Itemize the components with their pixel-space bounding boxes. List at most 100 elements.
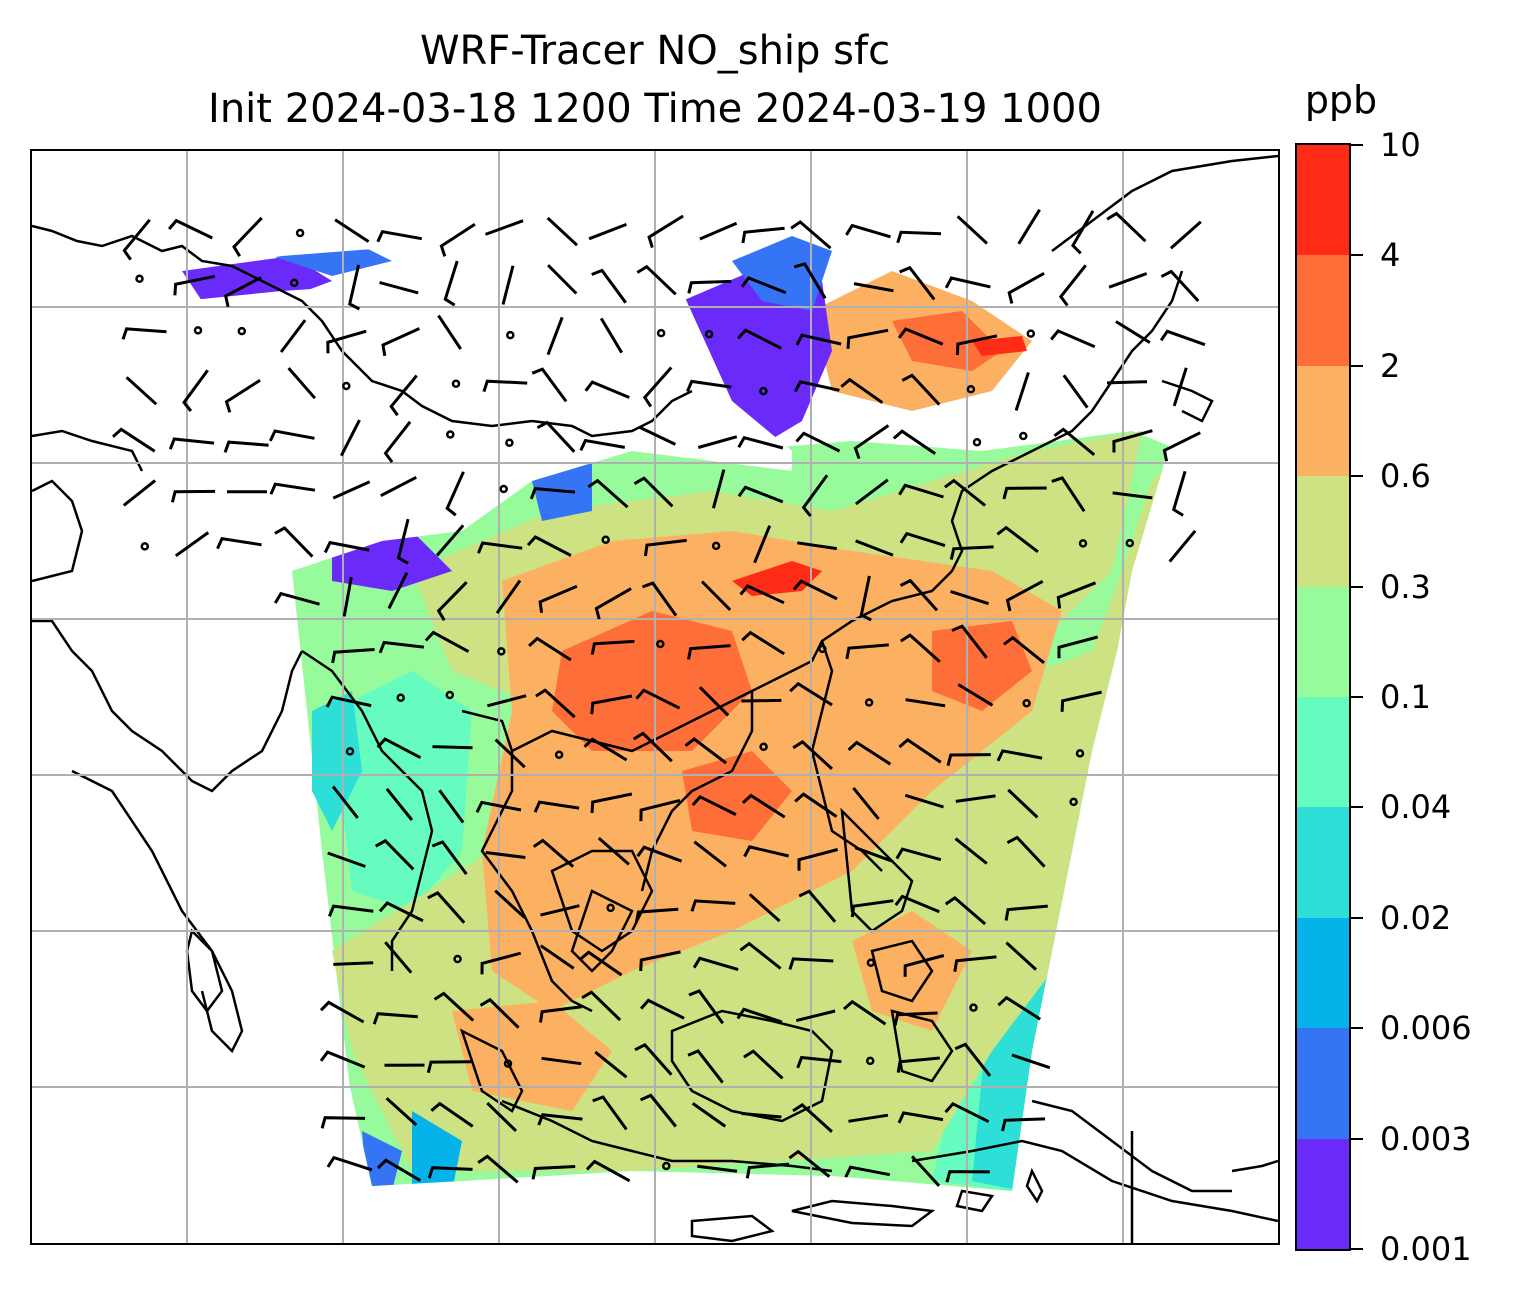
wind-barb xyxy=(697,1164,738,1173)
wind-barb xyxy=(639,998,685,1020)
calm-wind-marker xyxy=(345,747,355,756)
wind-barb xyxy=(896,230,942,244)
calm-wind-marker xyxy=(969,1003,978,1012)
wind-barb xyxy=(334,218,370,243)
wind-barb xyxy=(1056,581,1097,609)
wind-barb xyxy=(639,798,681,822)
colorbar-tick-mark xyxy=(1351,364,1363,367)
wind-barbs xyxy=(112,208,1206,1187)
wind-barb xyxy=(475,800,522,813)
wind-barb xyxy=(736,1007,783,1024)
colorbar-tick-label: 4 xyxy=(1380,236,1401,275)
wind-barb xyxy=(1162,431,1201,462)
wind-barb xyxy=(125,376,158,406)
wind-barb xyxy=(632,731,673,763)
wind-barb xyxy=(1060,690,1102,712)
wind-barb xyxy=(951,624,988,659)
wind-barb xyxy=(956,215,989,245)
wind-barb xyxy=(954,1042,992,1077)
wind-barb xyxy=(634,907,679,924)
wind-barb xyxy=(748,893,781,923)
wind-barb xyxy=(536,420,576,453)
wind-barb xyxy=(687,1049,724,1084)
wind-barb xyxy=(850,899,894,918)
wind-barb xyxy=(122,218,151,261)
no-ship-concentration-field xyxy=(112,229,1217,1191)
wind-barb xyxy=(480,951,522,975)
wind-barb xyxy=(790,220,832,250)
wind-barb xyxy=(944,478,987,507)
wind-barb xyxy=(789,681,833,707)
wind-barb xyxy=(944,1101,990,1124)
wind-barb xyxy=(540,904,580,917)
wind-barb xyxy=(687,644,731,660)
wind-barb xyxy=(579,438,626,452)
calm-wind-marker xyxy=(295,228,305,238)
wind-barb xyxy=(323,540,370,554)
wind-barb xyxy=(844,1165,891,1178)
wind-barb xyxy=(690,899,736,912)
wind-barb xyxy=(537,1113,583,1126)
calm-wind-marker xyxy=(656,328,666,338)
colorbar-segment xyxy=(1297,1137,1349,1249)
calm-wind-marker xyxy=(1125,538,1135,548)
wind-barb xyxy=(581,990,622,1022)
wind-barb xyxy=(795,1009,836,1023)
wind-barb xyxy=(739,584,785,605)
wind-barb xyxy=(1014,372,1030,411)
wind-barb xyxy=(216,536,262,550)
wind-barb xyxy=(279,319,307,353)
wind-barb xyxy=(531,367,568,403)
calm-wind-marker xyxy=(505,438,514,447)
calm-wind-marker xyxy=(1022,699,1031,708)
wind-barb xyxy=(374,838,415,871)
wind-barb xyxy=(1058,264,1087,307)
colorbar-segment xyxy=(1297,145,1349,256)
map-title-line2: Init 2024-03-18 1200 Time 2024-03-19 100… xyxy=(208,86,1102,132)
wind-barb xyxy=(797,541,838,551)
wind-barb xyxy=(439,222,476,257)
wind-barb xyxy=(795,333,842,346)
wind-barb xyxy=(792,579,838,601)
map-title-line1: WRF-Tracer NO_ship sfc xyxy=(419,28,891,74)
wind-barb xyxy=(795,431,841,453)
wind-barb xyxy=(535,688,576,719)
wind-barb xyxy=(1006,835,1046,868)
wind-barb xyxy=(692,956,739,972)
wind-barb xyxy=(793,262,827,300)
calm-wind-marker xyxy=(662,1161,671,1171)
wind-barb xyxy=(796,1055,842,1069)
wind-barb xyxy=(379,281,419,295)
calm-wind-marker xyxy=(1019,431,1028,441)
wind-barb xyxy=(950,589,990,606)
wind-barb xyxy=(1053,427,1096,456)
wind-barb xyxy=(173,274,216,296)
wind-barb xyxy=(691,794,737,816)
wind-barb xyxy=(319,1050,366,1069)
wind-barb xyxy=(737,485,784,504)
wind-barb xyxy=(741,630,785,656)
wind-barb xyxy=(741,793,786,819)
wind-barb xyxy=(424,630,470,653)
wind-barb xyxy=(482,379,528,393)
wind-barb xyxy=(347,264,361,311)
wind-barb xyxy=(792,740,834,771)
wind-barb xyxy=(427,1166,473,1179)
wind-barb xyxy=(332,480,371,500)
wind-barb xyxy=(636,845,683,863)
colorbar-tick-mark xyxy=(1351,254,1363,257)
wind-barb xyxy=(745,1162,790,1179)
colorbar-tick-mark xyxy=(1351,1027,1363,1030)
wind-barb xyxy=(1160,269,1200,303)
wind-barb xyxy=(1005,579,1044,612)
wind-barb xyxy=(688,989,725,1025)
calm-wind-marker xyxy=(453,954,462,964)
wind-barb xyxy=(1057,635,1099,659)
wind-barb xyxy=(376,230,423,243)
wind-barb xyxy=(579,950,623,977)
calm-wind-marker xyxy=(445,690,455,700)
calm-wind-marker xyxy=(656,639,665,649)
calm-wind-marker xyxy=(499,484,508,494)
wind-barb xyxy=(1051,476,1086,513)
wind-barb xyxy=(1002,486,1047,500)
